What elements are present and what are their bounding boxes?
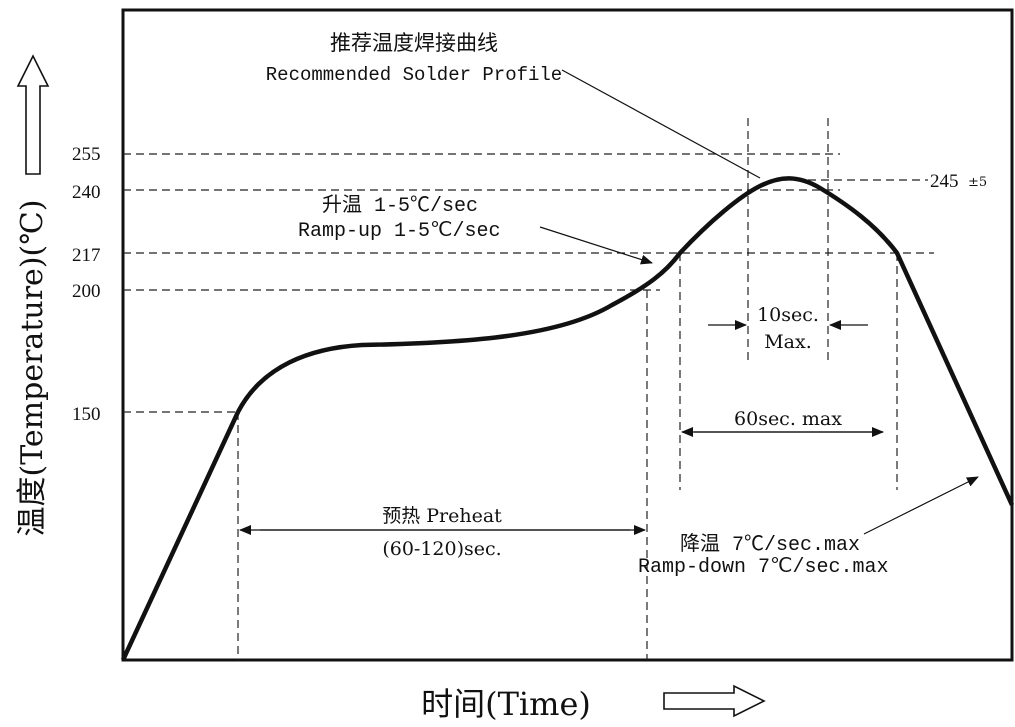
y-tick-240: 240	[72, 182, 101, 203]
x-axis-label: 时间(Time)	[421, 685, 591, 723]
peak-window-label-max: Max.	[764, 331, 812, 353]
liquidus-window-label: 60sec. max	[734, 408, 842, 430]
ramp-down-label-chinese: 降温 7℃/sec.max	[680, 532, 860, 557]
up-arrow-icon	[16, 54, 50, 175]
preheat-label: 预热 Preheat	[382, 505, 502, 527]
title-chinese: 推荐温度焊接曲线	[330, 31, 498, 55]
peak-window-label-time: 10sec.	[757, 304, 819, 326]
right-arrow-icon	[663, 684, 766, 718]
plot-frame	[121, 8, 1014, 662]
ramp-up-label-chinese: 升温 1-5℃/sec	[322, 193, 478, 218]
peak-tolerance-label: ±5	[968, 175, 987, 190]
ramp-up-label-english: Ramp-up 1-5℃/sec	[298, 220, 501, 243]
y-tick-200: 200	[72, 281, 101, 302]
preheat-range-label: (60-120)sec.	[382, 538, 501, 560]
ramp-up-arrow	[539, 226, 653, 265]
ramp-down-arrow	[863, 476, 979, 535]
y-tick-255: 255	[72, 144, 101, 165]
y-tick-150: 150	[72, 404, 101, 425]
ramp-down-label-english: Ramp-down 7℃/sec.max	[638, 556, 889, 579]
peak-value-label: 245	[930, 171, 959, 192]
y-axis-label: 温度(Temperature)(℃)	[15, 200, 50, 537]
temperature-profile-curve	[120, 176, 1015, 661]
title-english: Recommended Solder Profile	[266, 64, 562, 86]
title-pointer	[561, 69, 761, 179]
y-tick-217: 217	[72, 245, 101, 266]
